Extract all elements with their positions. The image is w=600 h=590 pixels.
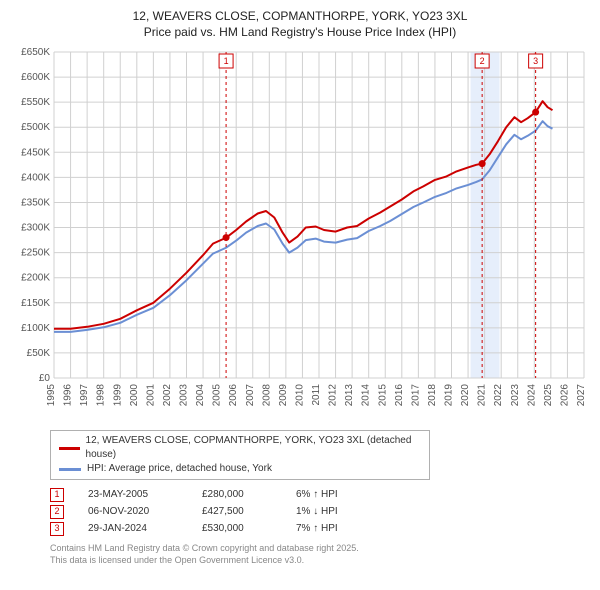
- legend-item: HPI: Average price, detached house, York: [59, 462, 421, 476]
- svg-text:2009: 2009: [278, 384, 289, 407]
- sale-marker-delta: 7% ↑ HPI: [296, 520, 366, 537]
- svg-text:2000: 2000: [129, 384, 140, 407]
- svg-text:2025: 2025: [543, 384, 554, 407]
- svg-text:2014: 2014: [361, 384, 372, 407]
- svg-text:£450K: £450K: [21, 148, 50, 159]
- svg-text:1998: 1998: [96, 384, 107, 407]
- sale-marker-delta: 1% ↓ HPI: [296, 503, 366, 520]
- svg-text:2022: 2022: [493, 384, 504, 407]
- svg-text:1995: 1995: [46, 384, 57, 407]
- svg-text:1999: 1999: [112, 384, 123, 407]
- svg-text:£500K: £500K: [21, 123, 50, 134]
- svg-text:2012: 2012: [328, 384, 339, 407]
- svg-text:2011: 2011: [311, 384, 322, 406]
- sale-marker-row: 2 06-NOV-2020 £427,500 1% ↓ HPI: [50, 503, 590, 520]
- svg-text:2001: 2001: [145, 384, 156, 407]
- svg-text:2003: 2003: [179, 384, 190, 407]
- svg-text:£300K: £300K: [21, 223, 50, 234]
- legend-label: HPI: Average price, detached house, York: [87, 462, 272, 476]
- chart-plot: £0 £50K £100K £150K £200K £250K £300K £350K £400…: [10, 46, 590, 426]
- footer-line-2: This data is licensed under the Open Gov…: [50, 555, 590, 567]
- svg-text:£0: £0: [39, 373, 51, 384]
- sale-marker-delta: 6% ↑ HPI: [296, 486, 366, 503]
- chart-title: 12, WEAVERS CLOSE, COPMANTHORPE, YORK, Y…: [10, 8, 590, 40]
- title-line-1: 12, WEAVERS CLOSE, COPMANTHORPE, YORK, Y…: [10, 8, 590, 24]
- chart-svg: £0 £50K £100K £150K £200K £250K £300K £350K £400…: [10, 46, 590, 426]
- svg-text:3: 3: [533, 56, 538, 66]
- sale-marker-date: 23-MAY-2005: [88, 486, 178, 503]
- svg-text:£200K: £200K: [21, 273, 50, 284]
- sale-marker-table: 1 23-MAY-2005 £280,000 6% ↑ HPI 2 06-NOV-2020…: [50, 486, 590, 537]
- svg-text:2008: 2008: [261, 384, 272, 407]
- svg-text:£150K: £150K: [21, 298, 50, 309]
- svg-text:£600K: £600K: [21, 72, 50, 83]
- svg-text:2019: 2019: [444, 384, 455, 407]
- svg-text:2007: 2007: [245, 384, 256, 407]
- svg-text:2: 2: [480, 56, 485, 66]
- svg-text:2026: 2026: [559, 384, 570, 407]
- svg-text:2017: 2017: [410, 384, 421, 407]
- svg-text:£550K: £550K: [21, 98, 50, 109]
- svg-text:1997: 1997: [79, 384, 90, 407]
- legend: 12, WEAVERS CLOSE, COPMANTHORPE, YORK, Y…: [50, 430, 430, 480]
- sale-marker-badge: 3: [50, 522, 64, 536]
- svg-text:2006: 2006: [228, 384, 239, 407]
- chart-container: 12, WEAVERS CLOSE, COPMANTHORPE, YORK, Y…: [0, 0, 600, 573]
- svg-text:£250K: £250K: [21, 248, 50, 259]
- svg-text:2020: 2020: [460, 384, 471, 407]
- sale-marker-price: £530,000: [202, 520, 272, 537]
- svg-text:£50K: £50K: [27, 348, 51, 359]
- sale-marker-date: 06-NOV-2020: [88, 503, 178, 520]
- svg-text:2021: 2021: [477, 384, 488, 407]
- svg-text:£350K: £350K: [21, 198, 50, 209]
- legend-item: 12, WEAVERS CLOSE, COPMANTHORPE, YORK, Y…: [59, 434, 421, 462]
- sale-marker-price: £280,000: [202, 486, 272, 503]
- svg-text:£400K: £400K: [21, 173, 50, 184]
- sale-marker-row: 3 29-JAN-2024 £530,000 7% ↑ HPI: [50, 520, 590, 537]
- svg-text:2016: 2016: [394, 384, 405, 407]
- legend-swatch: [59, 468, 81, 471]
- sale-marker-row: 1 23-MAY-2005 £280,000 6% ↑ HPI: [50, 486, 590, 503]
- svg-text:2023: 2023: [510, 384, 521, 407]
- svg-text:2004: 2004: [195, 384, 206, 407]
- sale-marker-badge: 1: [50, 488, 64, 502]
- sale-marker-price: £427,500: [202, 503, 272, 520]
- svg-text:2015: 2015: [377, 384, 388, 407]
- svg-text:2018: 2018: [427, 384, 438, 407]
- svg-text:2027: 2027: [576, 384, 587, 407]
- svg-text:2002: 2002: [162, 384, 173, 407]
- svg-text:2024: 2024: [526, 384, 537, 407]
- svg-text:2013: 2013: [344, 384, 355, 407]
- svg-text:1996: 1996: [63, 384, 74, 407]
- legend-swatch: [59, 447, 80, 450]
- footer-copyright: Contains HM Land Registry data © Crown c…: [50, 543, 590, 566]
- svg-text:2010: 2010: [294, 384, 305, 407]
- svg-text:£650K: £650K: [21, 47, 50, 58]
- svg-text:1: 1: [224, 56, 229, 66]
- svg-text:£100K: £100K: [21, 323, 50, 334]
- footer-line-1: Contains HM Land Registry data © Crown c…: [50, 543, 590, 555]
- svg-text:2005: 2005: [212, 384, 223, 407]
- sale-marker-badge: 2: [50, 505, 64, 519]
- legend-label: 12, WEAVERS CLOSE, COPMANTHORPE, YORK, Y…: [86, 434, 421, 462]
- sale-marker-date: 29-JAN-2024: [88, 520, 178, 537]
- title-line-2: Price paid vs. HM Land Registry's House …: [10, 24, 590, 40]
